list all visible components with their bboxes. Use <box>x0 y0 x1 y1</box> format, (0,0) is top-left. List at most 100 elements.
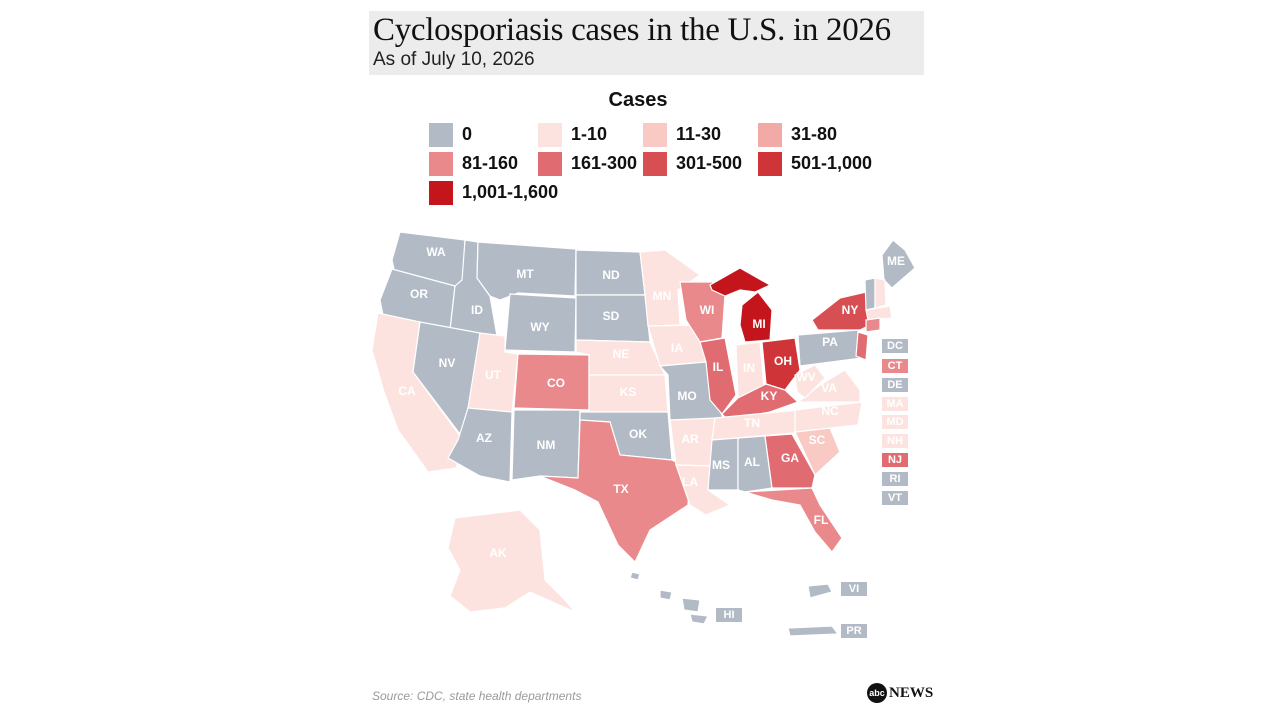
small-state-dc: DC <box>882 339 908 353</box>
state-hi[interactable] <box>629 571 641 581</box>
state-va[interactable] <box>796 369 861 403</box>
state-ak[interactable] <box>447 509 576 613</box>
label-va: VA <box>821 381 837 395</box>
tag-pr: PR <box>841 624 867 638</box>
tag-hi: HI <box>716 608 742 622</box>
state-hi-4[interactable] <box>689 613 709 625</box>
label-sd: SD <box>603 309 620 323</box>
small-state-ri: RI <box>882 472 908 486</box>
label-ak: AK <box>489 546 507 560</box>
tag-vi: VI <box>841 582 867 596</box>
state-oh[interactable] <box>761 337 801 391</box>
legend-label: 81-160 <box>462 153 519 173</box>
state-wv[interactable] <box>794 364 826 399</box>
label-mt: MT <box>516 267 534 281</box>
label-mo: MO <box>677 389 696 403</box>
state-mi-lower[interactable] <box>739 291 773 343</box>
legend-swatch <box>538 152 562 176</box>
label-id: ID <box>471 303 483 317</box>
state-hi-2[interactable] <box>659 589 673 601</box>
legend-label: 1-10 <box>571 124 608 144</box>
label-ms: MS <box>712 458 730 472</box>
label-il: IL <box>713 360 724 374</box>
label-sc: SC <box>809 433 826 447</box>
label-al: AL <box>744 455 760 469</box>
legend-label: 0 <box>462 124 473 144</box>
small-state-de: DE <box>882 378 908 392</box>
abc-logo-icon: abc <box>867 683 887 703</box>
legend-swatch <box>429 123 453 147</box>
territory-pr[interactable] <box>787 625 840 637</box>
label-ny: NY <box>842 303 859 317</box>
legend-swatch <box>643 152 667 176</box>
state-hi-3[interactable] <box>681 597 701 613</box>
state-vt-shape[interactable] <box>864 277 876 311</box>
label-tx: TX <box>613 482 628 496</box>
territory-vi[interactable] <box>807 583 833 599</box>
legend-label: 301-500 <box>676 153 743 173</box>
label-ky: KY <box>761 389 778 403</box>
label-oh: OH <box>774 354 792 368</box>
legend-label: 1,001-1,600 <box>462 182 559 202</box>
label-nm: NM <box>537 438 556 452</box>
label-wy: WY <box>530 320 549 334</box>
label-ia: IA <box>671 341 683 355</box>
label-me: ME <box>887 254 905 268</box>
legend-swatch <box>429 152 453 176</box>
label-nd: ND <box>602 268 620 282</box>
label-ne: NE <box>613 347 630 361</box>
label-ok: OK <box>629 427 647 441</box>
legend-title: Cases <box>608 89 668 111</box>
label-ks: KS <box>620 385 637 399</box>
news-logo-text: NEWS <box>889 685 934 701</box>
label-la: LA <box>682 475 698 489</box>
label-fl: FL <box>814 513 829 527</box>
label-nc: NC <box>821 404 839 418</box>
small-state-nh: NH <box>882 434 908 448</box>
label-in: IN <box>743 361 755 375</box>
state-nj-shape[interactable] <box>855 331 869 361</box>
label-or: OR <box>410 287 428 301</box>
label-mn: MN <box>653 289 672 303</box>
state-ct-shape[interactable] <box>865 317 881 333</box>
legend-swatch <box>758 152 782 176</box>
small-state-ma: MA <box>882 397 908 411</box>
state-nc[interactable] <box>794 401 863 433</box>
state-mn[interactable] <box>639 249 702 327</box>
label-ca: CA <box>398 384 416 398</box>
small-state-ct: CT <box>882 359 908 373</box>
label-co: CO <box>547 376 565 390</box>
label-nv: NV <box>439 356 456 370</box>
source-note: Source: CDC, state health departments <box>372 689 582 703</box>
state-ga[interactable] <box>764 433 816 489</box>
label-tn: TN <box>744 416 760 430</box>
label-wa: WA <box>426 245 446 259</box>
state-fl[interactable] <box>744 487 843 553</box>
legend-label: 11-30 <box>676 124 722 144</box>
state-nh-shape[interactable] <box>874 277 887 309</box>
map-subtitle: As of July 10, 2026 <box>373 49 535 70</box>
label-ar: AR <box>681 432 699 446</box>
label-az: AZ <box>476 431 492 445</box>
state-mi[interactable] <box>709 267 772 297</box>
legend-swatch <box>429 181 453 205</box>
label-ga: GA <box>781 451 799 465</box>
small-state-nj: NJ <box>882 453 908 467</box>
map-title: Cyclosporiasis cases in the U.S. in 2026 <box>373 12 891 48</box>
legend-swatch <box>758 123 782 147</box>
legend-swatch <box>643 123 667 147</box>
label-ut: UT <box>485 368 502 382</box>
label-wv: WV <box>796 370 815 384</box>
legend-label: 161-300 <box>571 153 638 173</box>
state-wy[interactable] <box>504 293 577 353</box>
state-al[interactable] <box>737 435 773 493</box>
legend-label: 501-1,000 <box>791 153 873 173</box>
state-az[interactable] <box>447 407 513 483</box>
state-ma-shape[interactable] <box>865 305 893 321</box>
header-box: Cyclosporiasis cases in the U.S. in 2026… <box>369 11 924 75</box>
state-tx[interactable] <box>539 419 691 564</box>
label-wi: WI <box>700 303 715 317</box>
legend-swatch <box>538 123 562 147</box>
label-mi: MI <box>752 317 765 331</box>
